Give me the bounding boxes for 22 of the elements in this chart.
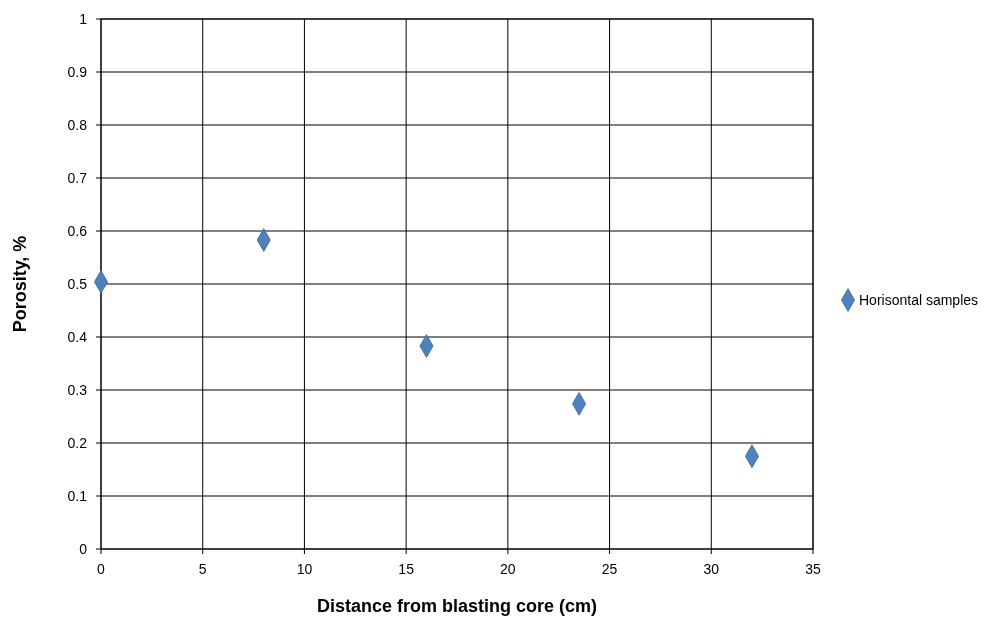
- y-tick-label: 0.4: [67, 328, 88, 345]
- x-tick-label: 15: [398, 561, 415, 577]
- y-tick-label: 0.7: [67, 169, 88, 186]
- y-tick-label: 0.9: [67, 63, 88, 80]
- y-tick-label: 0.8: [67, 116, 88, 133]
- x-tick-label: 25: [601, 561, 618, 577]
- x-tick-label: 5: [198, 561, 207, 577]
- x-axis-title: Distance from blasting core (cm): [316, 596, 598, 616]
- y-tick-label: 1: [79, 10, 88, 27]
- y-tick-label: 0: [79, 540, 88, 557]
- x-tick-label: 35: [805, 561, 821, 577]
- y-tick-label: 0.1: [67, 487, 88, 504]
- y-tick-label: 0.3: [67, 381, 88, 398]
- y-axis-title: Porosity, %: [10, 235, 30, 333]
- x-tick-label: 0: [97, 561, 106, 577]
- x-tick-label: 10: [296, 561, 313, 577]
- x-tick-label: 30: [703, 561, 720, 577]
- legend-label: Horisontal samples: [859, 291, 979, 308]
- x-tick-label: 20: [500, 561, 516, 577]
- y-tick-label: 0.2: [67, 434, 88, 451]
- y-tick-label: 0.5: [67, 275, 88, 292]
- y-tick-label: 0.6: [67, 222, 88, 239]
